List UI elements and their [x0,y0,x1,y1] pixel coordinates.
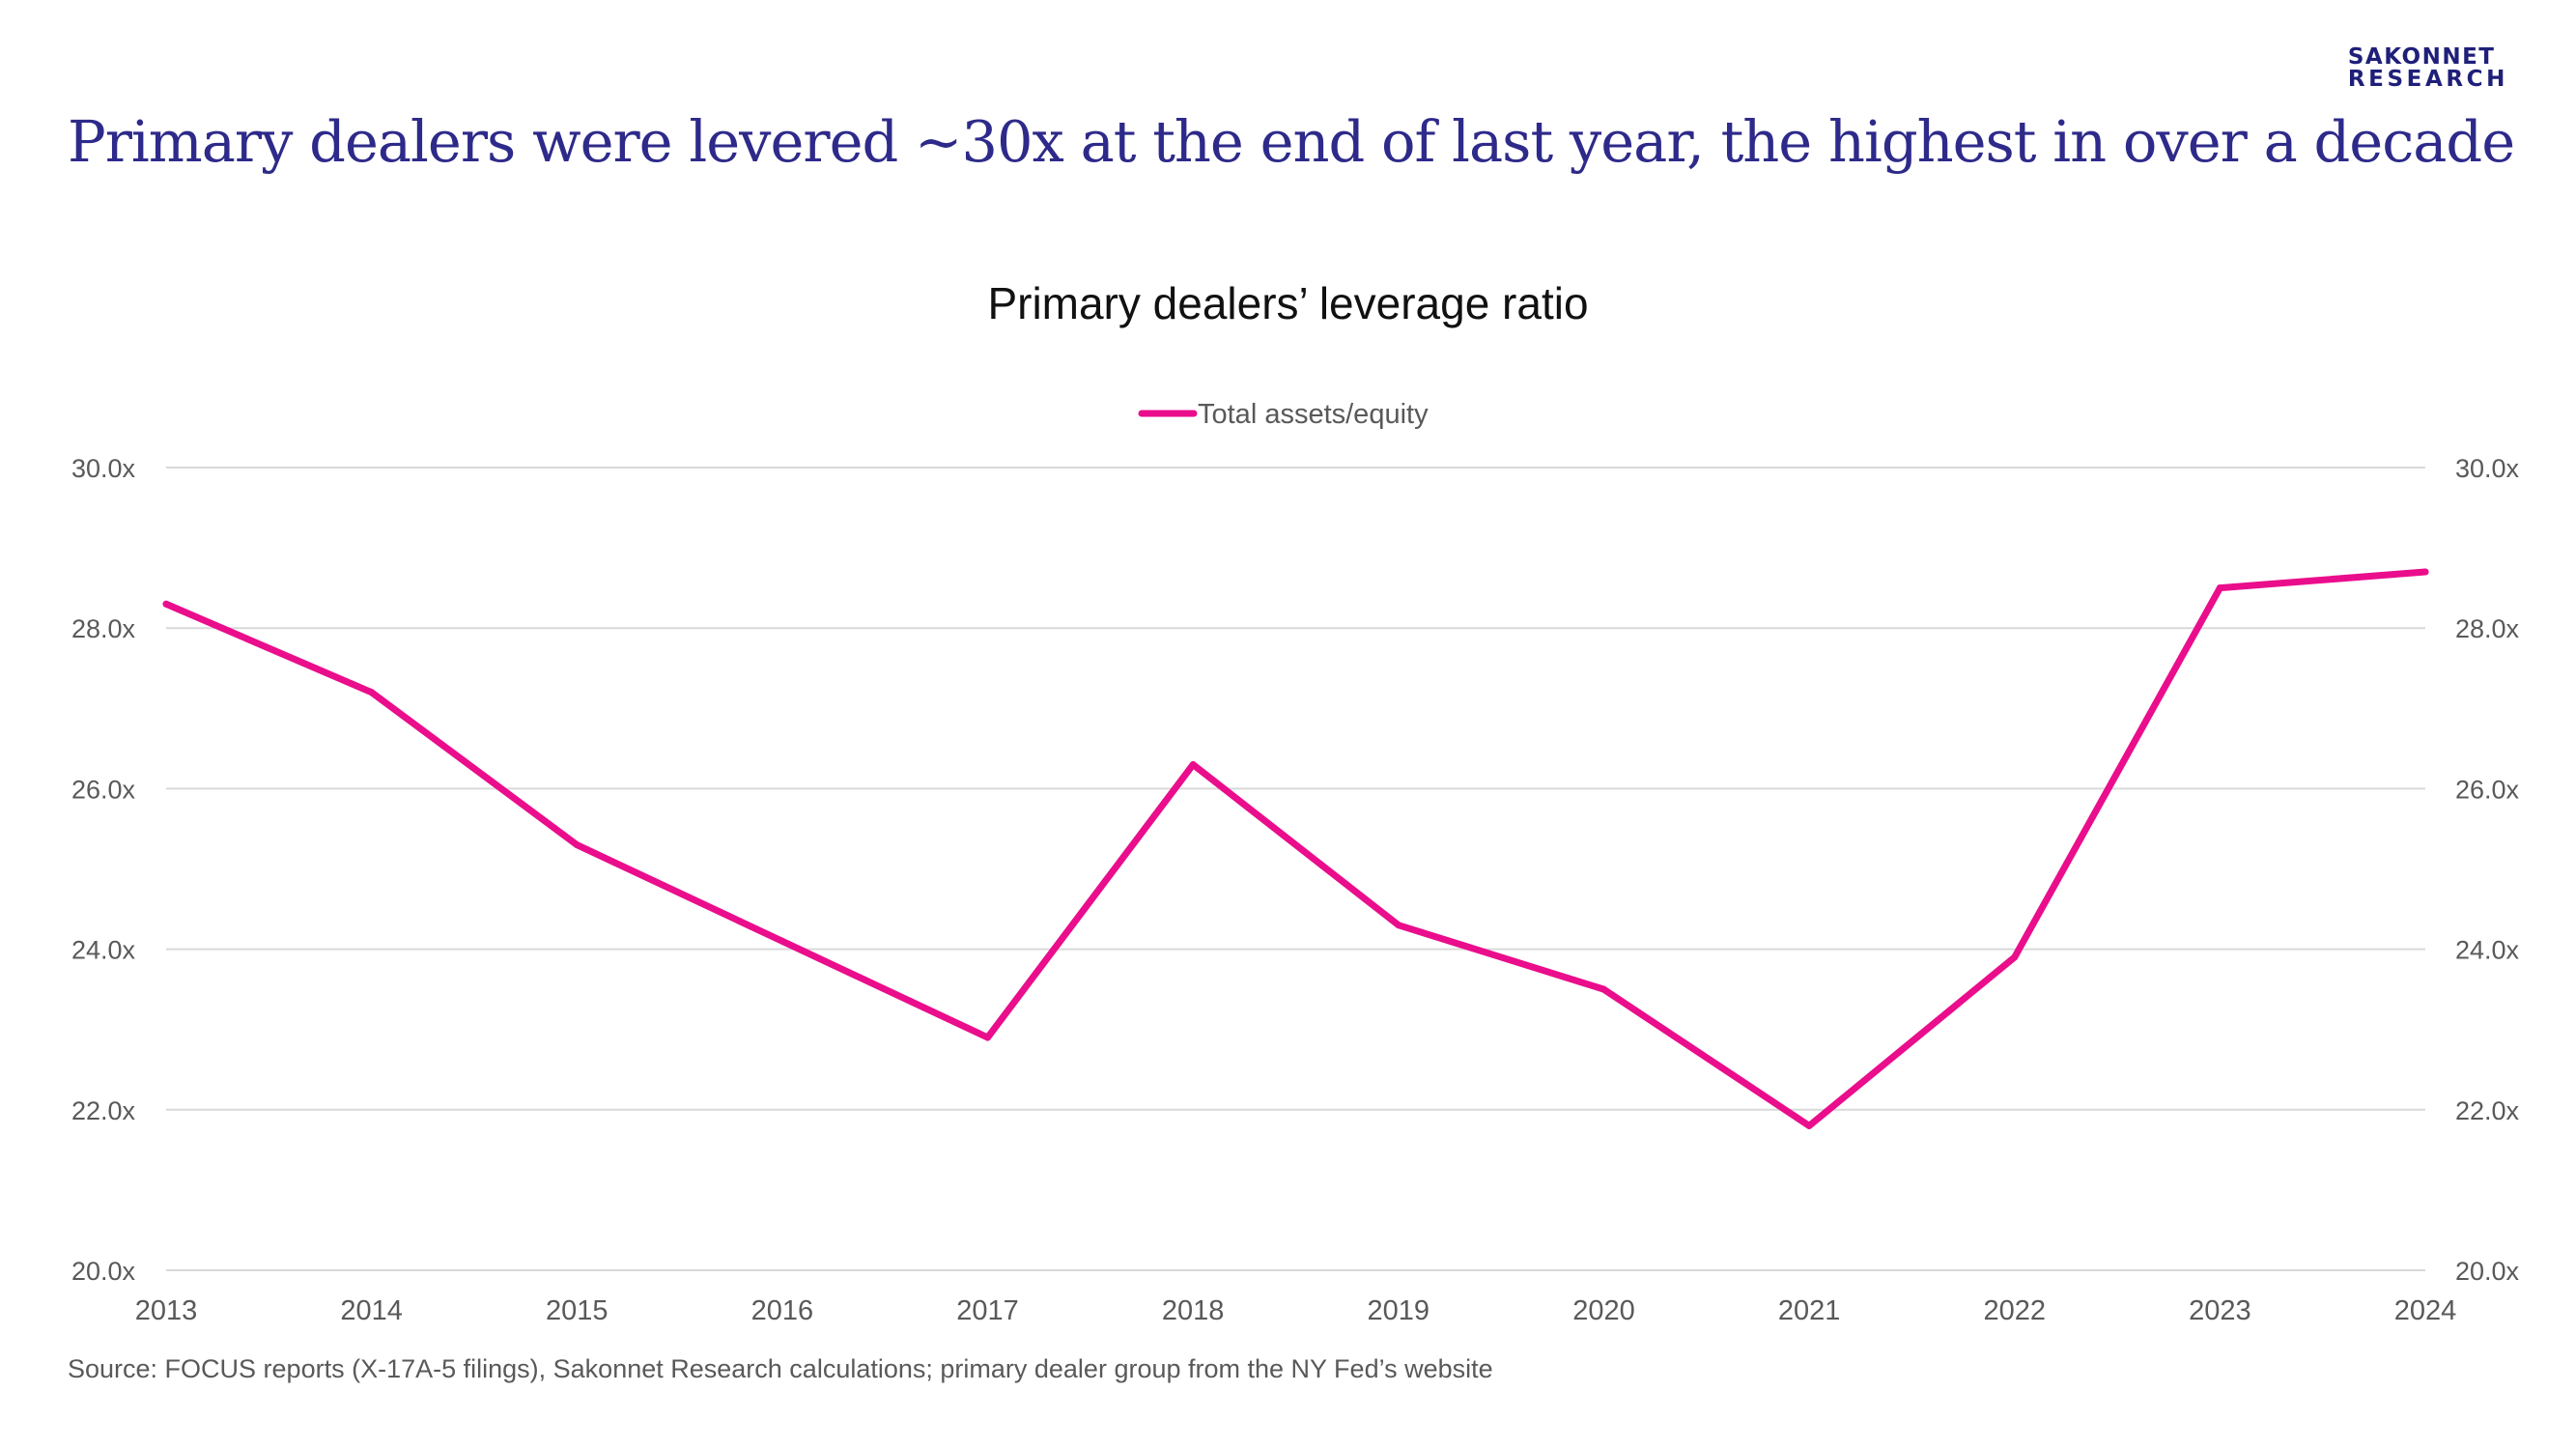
x-tick-label: 2017 [956,1295,1019,1326]
y-tick-label-left: 24.0x [71,936,136,965]
x-tick-label: 2016 [751,1295,814,1326]
x-tick-label: 2022 [1983,1295,2046,1326]
left-y-axis: 20.0x 22.0x 24.0x 26.0x 28.0x 30.0x [71,454,136,1286]
x-tick-label: 2014 [340,1295,403,1326]
right-y-axis: 20.0x 22.0x 24.0x 26.0x 28.0x 30.0x [2455,454,2520,1286]
chart-title: Primary dealers’ leverage ratio [987,278,1589,328]
x-tick-label: 2015 [546,1295,609,1326]
slide-headline: Primary dealers were levered ~30x at the… [68,108,2515,175]
data-point [1599,985,1607,993]
y-tick-label-right: 22.0x [2455,1096,2520,1125]
data-point [778,937,786,945]
x-tick-label: 2021 [1778,1295,1841,1326]
y-tick-label-right: 24.0x [2455,936,2520,965]
x-tick-label: 2018 [1162,1295,1225,1326]
y-tick-label-left: 20.0x [71,1257,136,1286]
data-point [2216,584,2223,592]
source-note: Source: FOCUS reports (X-17A-5 filings),… [68,1354,1493,1383]
data-point [2011,953,2019,961]
data-point [573,841,580,849]
y-tick-label-left: 28.0x [71,614,136,643]
y-tick-label-right: 28.0x [2455,614,2520,643]
legend-label: Total assets/equity [1198,399,1429,430]
data-point [1189,760,1197,768]
data-point [984,1034,992,1041]
sakonnet-research-logo: SAKONNET RESEARCH [2348,46,2508,91]
x-tick-label: 2020 [1572,1295,1635,1326]
x-tick-label: 2023 [2189,1295,2251,1326]
data-point [162,600,170,608]
x-tick-label: 2013 [135,1295,198,1326]
x-tick-label: 2019 [1368,1295,1430,1326]
y-tick-label-left: 26.0x [71,775,136,804]
logo-line-2: RESEARCH [2347,67,2508,92]
data-point [1395,922,1402,929]
data-point [368,689,376,696]
y-tick-label-right: 20.0x [2455,1257,2520,1286]
data-point [1805,1122,1813,1129]
logo-line-1: SAKONNET [2347,44,2496,70]
y-tick-label-right: 26.0x [2455,775,2520,804]
y-tick-label-left: 30.0x [71,454,136,483]
y-tick-label-left: 22.0x [71,1096,136,1125]
series-line [162,568,2429,1129]
data-point [2421,568,2429,576]
x-tick-label: 2024 [2394,1295,2457,1326]
x-axis: 2013 2014 2015 2016 2017 2018 2019 2020 2021 2022… [135,1295,2457,1326]
series-layer [162,568,2429,1129]
legend: Total assets/equity [1138,399,1429,430]
y-tick-label-right: 30.0x [2455,454,2520,483]
gridlines [166,467,2425,1271]
